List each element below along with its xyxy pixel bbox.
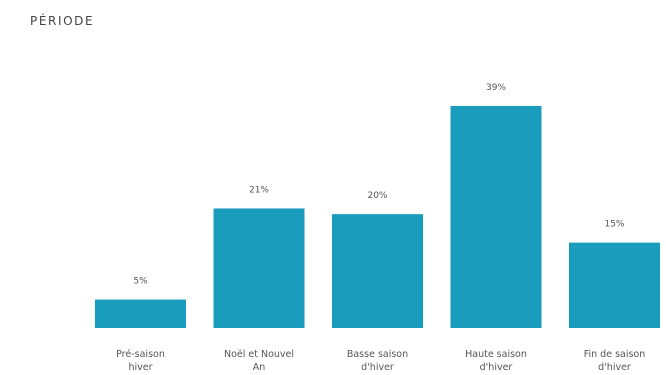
category-label-line: d'hiver <box>361 362 394 373</box>
value-label-5: 15% <box>604 220 624 230</box>
category-label-1: Pré-saison hiver <box>116 349 165 373</box>
bar-2 <box>213 208 305 328</box>
category-label-line: An <box>253 362 266 373</box>
value-label-1: 5% <box>133 277 148 287</box>
bar-3 <box>332 214 423 328</box>
category-label-line: Haute saison <box>465 349 527 360</box>
bar-4 <box>450 106 542 328</box>
category-label-line: hiver <box>128 362 152 373</box>
category-label-5: Fin de saison d'hiver <box>584 349 646 373</box>
category-label-line: Noël et Nouvel <box>224 349 294 360</box>
value-label-4: 39% <box>486 83 506 93</box>
category-labels-layer: Pré-saison hiver Noël et Nouvel An Basse sai… <box>116 349 645 373</box>
value-label-3: 20% <box>367 191 387 201</box>
category-label-2: Noël et Nouvel An <box>224 349 294 373</box>
value-labels-layer: 5% 21% 20% 39% 15% <box>133 83 625 287</box>
bars-layer <box>95 106 660 328</box>
category-label-line: Fin de saison <box>584 349 646 360</box>
category-label-4: Haute saison d'hiver <box>465 349 527 373</box>
category-label-line: Basse saison <box>347 349 408 360</box>
category-label-line: d'hiver <box>480 362 513 373</box>
value-label-2: 21% <box>249 185 269 195</box>
chart-title: PÉRIODE <box>30 14 95 28</box>
category-label-line: d'hiver <box>598 362 631 373</box>
category-label-line: Pré-saison <box>116 349 165 360</box>
category-label-3: Basse saison d'hiver <box>347 349 408 373</box>
bar-5 <box>569 242 660 328</box>
bar-1 <box>95 299 186 328</box>
